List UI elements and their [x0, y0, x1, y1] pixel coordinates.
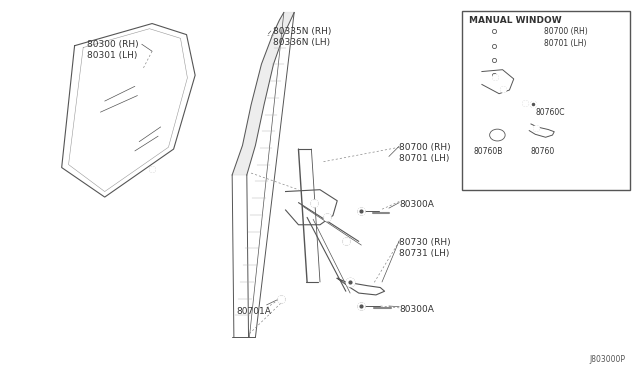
Text: 80335N (RH)
80336N (LH): 80335N (RH) 80336N (LH) [273, 27, 331, 47]
Text: 80700 (RH)
80701 (LH): 80700 (RH) 80701 (LH) [399, 143, 451, 163]
Polygon shape [232, 13, 294, 175]
Text: 80760C: 80760C [535, 109, 564, 118]
Text: 80760B: 80760B [473, 147, 502, 156]
Text: 80300A: 80300A [399, 305, 434, 314]
Bar [462, 11, 630, 190]
Ellipse shape [490, 129, 505, 141]
Text: MANUAL WINDOW: MANUAL WINDOW [469, 16, 561, 25]
Text: 80760: 80760 [530, 147, 554, 156]
Text: 80700 (RH)
80701 (LH): 80700 (RH) 80701 (LH) [544, 28, 588, 48]
Text: 80730 (RH)
80731 (LH): 80730 (RH) 80731 (LH) [399, 238, 451, 258]
Text: J803000P: J803000P [589, 355, 626, 364]
Text: 80300A: 80300A [399, 200, 434, 209]
Text: 80701A: 80701A [236, 307, 271, 316]
Text: 80300 (RH)
80301 (LH): 80300 (RH) 80301 (LH) [88, 40, 139, 60]
